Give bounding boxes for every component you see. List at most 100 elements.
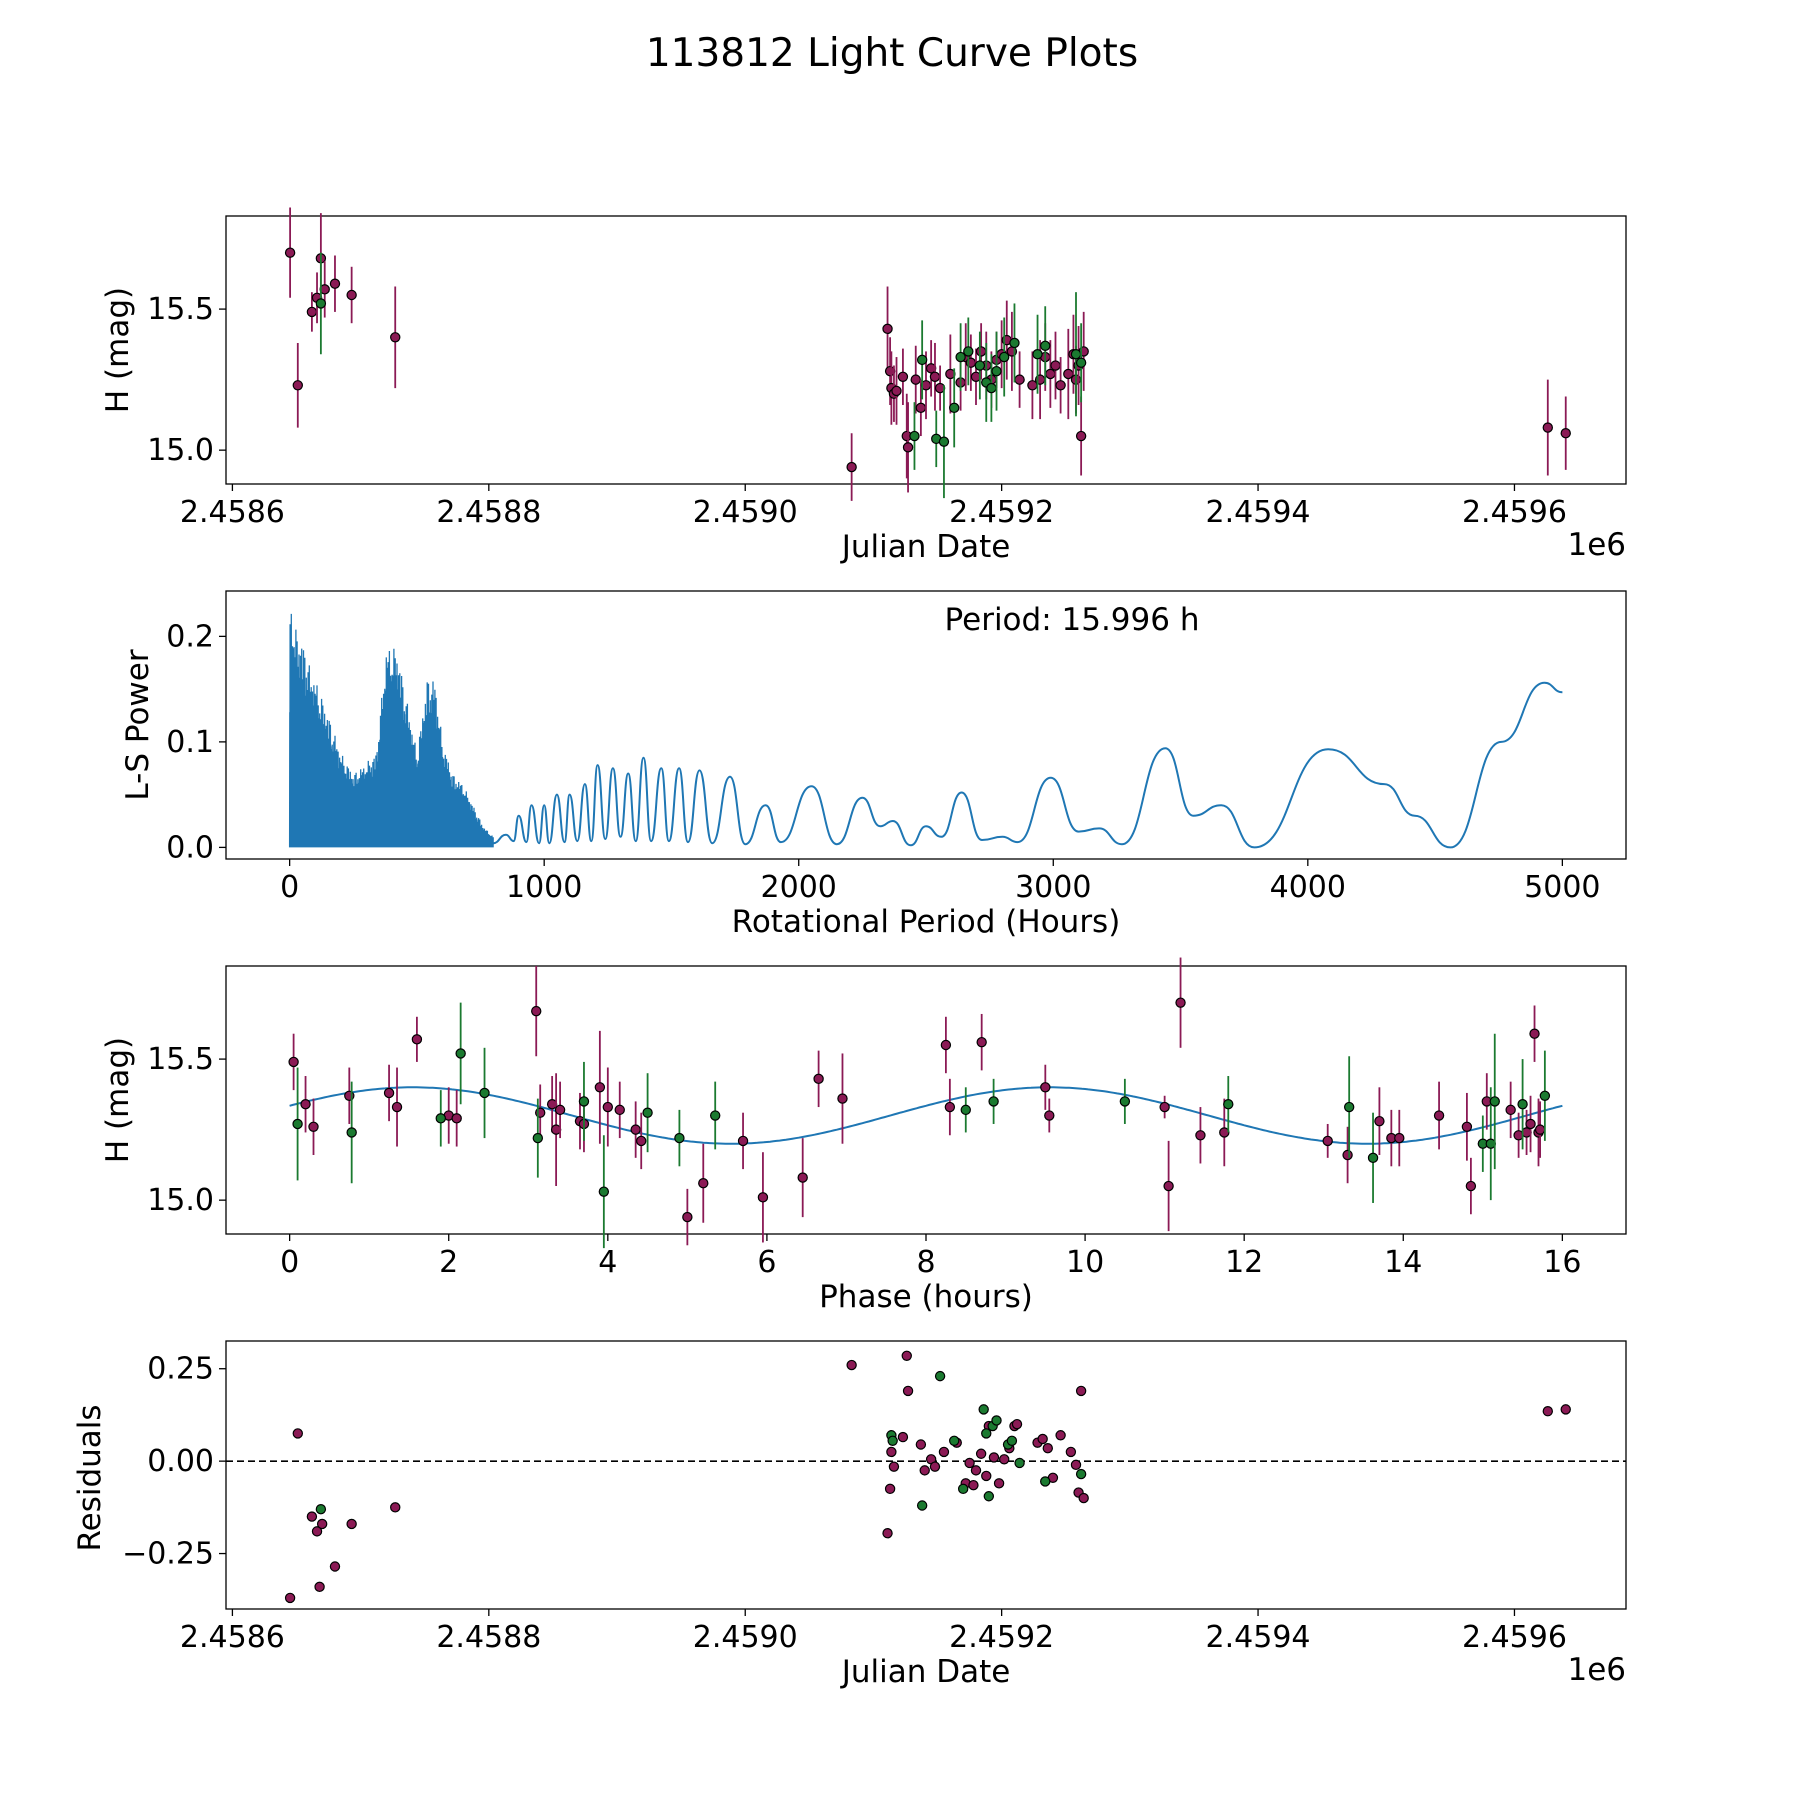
lightcurve-point-green [909,430,920,442]
residuals-point-magenta [993,1478,1005,1489]
lightcurve-x-ticks: 2.4586 2.4588 2.4590 2.4592 2.4594 2.4596 [180,484,1567,530]
phased-point-magenta [451,1113,462,1124]
phased-x-label: Phase (hours) [819,1279,1033,1315]
periodogram-y-ticks: 0.0 0.1 0.2 [166,619,226,865]
phased-point-magenta [288,1056,299,1068]
lightcurve-point-green [991,365,1002,377]
phased-point-magenta [1374,1115,1385,1127]
lightcurve-point-green [938,436,950,447]
residuals-point-magenta [1065,1446,1077,1458]
lightcurve-x-tick-label: 2.4594 [1206,495,1311,530]
residuals-x-ticks: 2.4586 2.4588 2.4590 2.4592 2.4594 2.4596 [180,1609,1567,1655]
phased-point-magenta [813,1073,824,1085]
residuals-x-tick-label: 2.4586 [180,1620,285,1655]
lightcurve-point-green [315,298,327,309]
phased-y-ticks: 15.0 15.5 [147,1042,226,1218]
lightcurve-point-magenta [1045,368,1056,380]
lightcurve-point-green [916,354,928,366]
phased-x-tick-label: 6 [757,1245,776,1280]
residuals-point-magenta [1055,1430,1066,1441]
phased-point-magenta [594,1082,606,1093]
phased-point-magenta [837,1093,848,1104]
residuals-x-tick-label: 2.4592 [949,1620,1054,1655]
phased-point-magenta [554,1104,566,1116]
lightcurve-point-magenta [891,385,902,397]
periodogram-annotation: Period: 15.996 h [945,602,1200,638]
phased-point-green [1517,1099,1528,1110]
lightcurve-point-green [1070,349,1082,360]
residuals-point-magenta [1037,1433,1048,1445]
phased-panel: 0 2 4 6 8 10 12 14 16 15.0 15.5 Phase (hours) H (… [100,957,1627,1315]
residuals-point-green [1006,1435,1018,1447]
phased-point-magenta [1322,1135,1333,1147]
lightcurve-panel: 2.4586 2.4588 2.4590 2.4592 2.4594 2.4596 15.… [100,207,1627,565]
residuals-point-magenta [901,1350,912,1361]
lightcurve-point-magenta [882,323,893,335]
residuals-point-magenta [346,1518,357,1530]
phased-point-magenta [698,1178,709,1189]
lightcurve-point-magenta [1075,430,1087,442]
lightcurve-y-label: H (mag) [100,287,136,413]
lightcurve-point-magenta [390,332,401,343]
lightcurve-plot-area [225,215,1627,485]
figure-title: 113812 Light Curve Plots [646,31,1138,76]
phased-point-magenta [308,1121,319,1133]
phased-y-tick-label: 15.5 [147,1042,214,1077]
phased-point-magenta [1529,1028,1540,1039]
residuals-x-label: Julian Date [840,1654,1011,1690]
lightcurve-point-green [1040,340,1051,351]
residuals-point-green [1040,1476,1051,1487]
residuals-point-magenta [1542,1406,1553,1417]
periodogram-y-label: L-S Power [120,649,156,800]
residuals-point-magenta [886,1446,897,1458]
residuals-point-magenta [981,1470,992,1482]
phased-point-magenta [1433,1110,1445,1121]
residuals-point-magenta [1075,1385,1087,1397]
phased-x-tick-label: 8 [916,1245,935,1280]
phased-y-tick-label: 15.0 [147,1183,214,1218]
lightcurve-point-green [963,346,974,357]
lightcurve-point-magenta [306,306,318,318]
lightcurve-point-magenta [1014,374,1025,385]
phased-point-magenta [300,1099,311,1110]
phased-point-magenta [682,1211,693,1223]
residuals-point-magenta [314,1581,325,1593]
lightcurve-y-tick-label: 15.5 [147,292,214,327]
residuals-point-magenta [329,1561,341,1572]
lightcurve-point-magenta [915,402,927,414]
residuals-point-magenta [888,1461,900,1472]
residuals-point-magenta [988,1452,1000,1463]
lightcurve-point-green [1009,337,1020,349]
residuals-point-green [1014,1457,1025,1469]
residuals-panel: 2.4586 2.4588 2.4590 2.4592 2.4594 2.4596 0.2… [72,1340,1627,1690]
residuals-point-magenta [1078,1492,1089,1504]
periodogram-marks [288,613,1563,849]
phased-fit-curve [289,1086,1563,1145]
lightcurve-point-magenta [929,371,941,382]
residuals-point-magenta [882,1528,893,1539]
periodogram-y-tick-label: 0.2 [166,619,214,654]
lightcurve-marks [284,207,1571,501]
phased-x-tick-label: 0 [280,1245,299,1280]
phased-point-green [598,1186,610,1197]
phased-point-magenta [1461,1121,1473,1133]
lightcurve-point-green [1032,349,1043,360]
residuals-point-magenta [919,1465,930,1476]
lightcurve-point-green [999,351,1010,363]
phased-point-magenta [1175,997,1186,1008]
phased-point-green [532,1132,544,1144]
phased-point-green [710,1110,721,1121]
residuals-point-magenta [897,1431,909,1443]
phased-point-green [1367,1152,1379,1164]
phased-point-green [988,1096,999,1107]
residuals-point-green [957,1483,969,1495]
phased-point-magenta [737,1135,749,1147]
periodogram-x-ticks: 0 1000 2000 3000 4000 5000 [280,859,1601,905]
lightcurve-point-green [974,360,986,371]
phased-x-ticks: 0 2 4 6 8 10 12 14 16 [280,1234,1581,1280]
residuals-offset-label: 1e6 [1567,1652,1626,1688]
residuals-point-green [983,1491,995,1502]
phased-point-magenta [531,1005,542,1017]
phased-point-magenta [1394,1132,1405,1144]
residuals-point-magenta [1560,1404,1571,1415]
